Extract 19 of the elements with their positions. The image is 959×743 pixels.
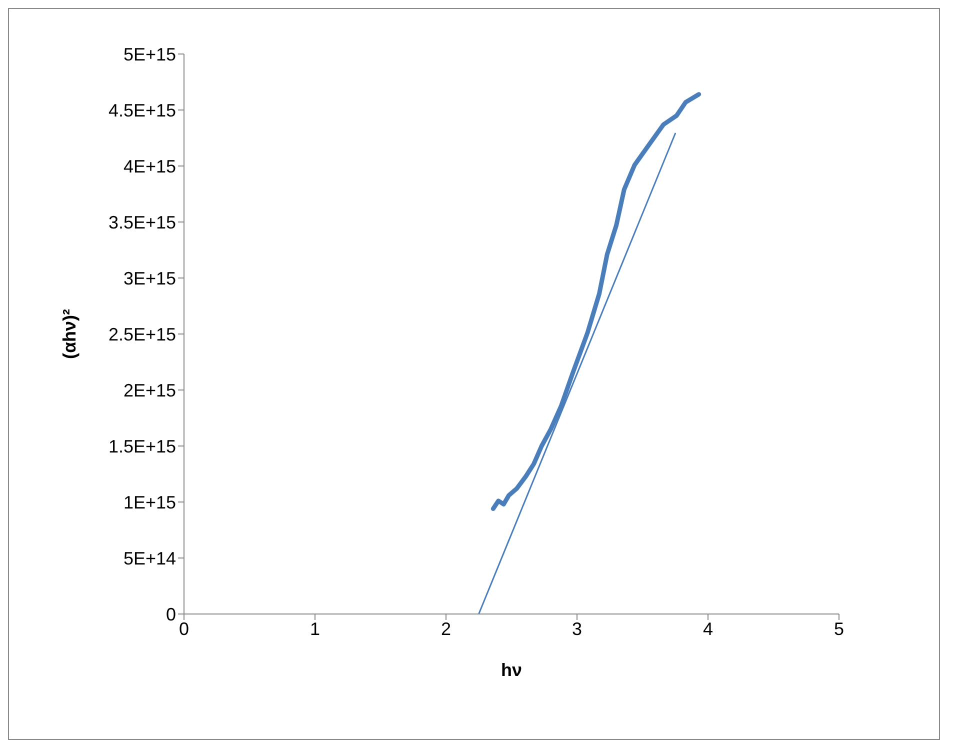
y-tick-label: 4E+15 (123, 156, 176, 176)
x-tick-label: 0 (178, 618, 190, 639)
x-tick-label: 3 (572, 618, 582, 639)
x-tick-label: 2 (440, 618, 452, 639)
y-tick-label: 5E+14 (123, 548, 176, 568)
y-tick-label: 5E+15 (123, 44, 176, 64)
x-axis-title: hν (500, 660, 522, 680)
x-tick-label: 1 (310, 618, 320, 639)
y-tick-label: 3E+15 (123, 268, 176, 288)
y-tick-label: 0 (166, 604, 176, 624)
x-tick-label: 5 (834, 618, 844, 639)
x-tick-label: 4 (702, 618, 714, 639)
y-tick-label: 3.5E+15 (108, 212, 176, 232)
y-tick-label: 2.5E+15 (108, 324, 176, 344)
y-axis-title: (αhν)² (59, 308, 80, 360)
y-tick-label: 4.5E+15 (108, 100, 176, 120)
y-tick-label: 1.5E+15 (108, 436, 176, 456)
y-tick-label: 2E+15 (123, 380, 176, 400)
y-tick-label: 1E+15 (123, 492, 176, 512)
